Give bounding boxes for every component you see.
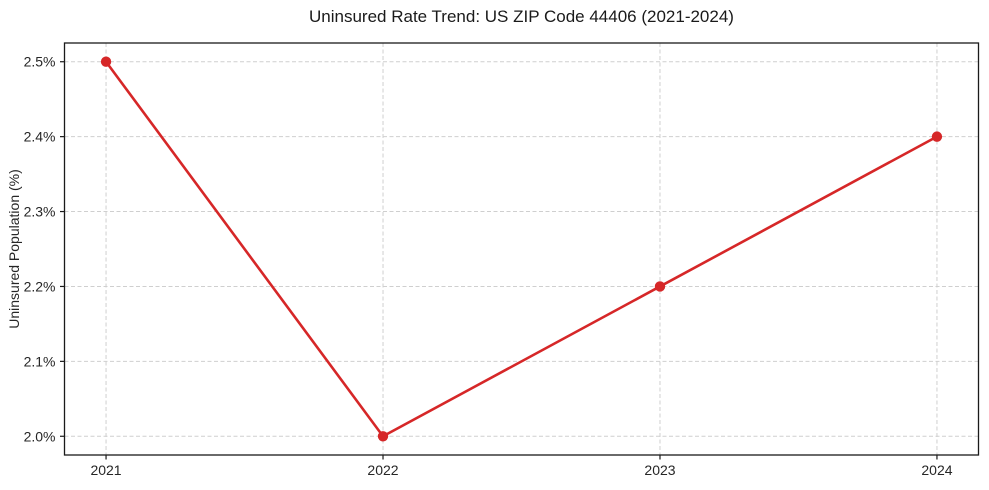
axes-border (63, 42, 980, 456)
data-point-marker (377, 431, 389, 442)
chart-title: Uninsured Rate Trend: US ZIP Code 44406 … (309, 7, 734, 26)
y-tick-label: 2.0% (24, 428, 56, 444)
x-tick-label: 2024 (921, 462, 952, 478)
data-point-marker (654, 281, 666, 292)
data-point-marker (100, 56, 112, 67)
y-tick-label: 2.2% (24, 278, 56, 294)
y-tick-label: 2.5% (24, 54, 56, 70)
x-tick-label: 2023 (644, 462, 675, 478)
x-tick-label: 2021 (90, 462, 121, 478)
y-tick-label: 2.4% (24, 129, 56, 145)
y-tick-label: 2.3% (24, 204, 56, 220)
trend-line (104, 60, 939, 438)
x-tick-label: 2022 (367, 462, 398, 478)
data-point-marker (931, 131, 943, 142)
y-tick-label: 2.1% (24, 353, 56, 369)
